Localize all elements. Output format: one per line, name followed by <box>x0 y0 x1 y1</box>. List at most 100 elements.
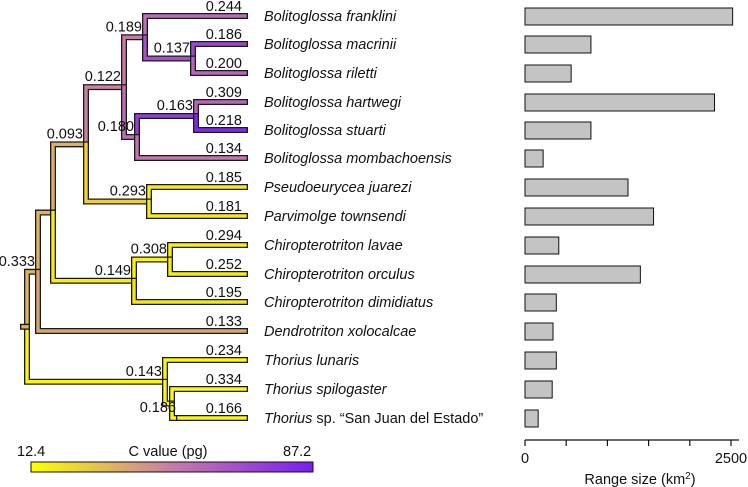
tip-label-0: 0.244 <box>206 0 242 15</box>
range-bar-4 <box>524 121 592 140</box>
species-name-7: Parvimolge townsendi <box>264 209 407 225</box>
node-label-2: 0.122 <box>85 69 121 85</box>
species-name-10: Chiropterotriton dimidiatus <box>264 295 433 311</box>
branch-9 <box>122 85 139 139</box>
x-axis-label: Range size (km2) <box>584 471 695 487</box>
node-label-5: 0.180 <box>98 119 134 135</box>
tip-label-7: 0.181 <box>206 199 242 215</box>
species-name-0: Bolitoglossa franklini <box>264 9 397 25</box>
species-name-13: Thorius spilogaster <box>264 382 388 398</box>
branch-20 <box>132 257 172 283</box>
x-tick-label-2500: 2500 <box>715 451 747 467</box>
tree-labels: 0.333 0.093 0.122 0.189 0.137 0.180 0.163 0.293… <box>0 0 242 417</box>
range-bar-3 <box>524 93 716 112</box>
color-scale-bar <box>30 461 314 473</box>
tip-label-12: 0.234 <box>206 343 242 359</box>
branch-17 <box>194 114 247 132</box>
color-scale-max: 87.2 <box>283 444 311 460</box>
branch-26 <box>170 387 247 406</box>
tip-label-3: 0.309 <box>206 85 242 101</box>
range-bar-14 <box>524 409 539 428</box>
branch-13 <box>191 56 247 75</box>
range-bar-11 <box>524 322 554 341</box>
tip-label-1: 0.186 <box>206 27 242 43</box>
species-name-9: Chiropterotriton orculus <box>264 267 415 283</box>
tip-label-2: 0.200 <box>206 56 242 72</box>
branch-18 <box>147 185 247 204</box>
branch-23 <box>168 257 247 276</box>
branch-2 <box>36 210 55 274</box>
species-name-11: Dendrotriton xolocalcae <box>264 324 416 340</box>
node-label-8: 0.149 <box>95 263 131 279</box>
tip-label-8: 0.294 <box>206 228 242 244</box>
node-label-11: 0.186 <box>140 400 176 416</box>
range-bar-12 <box>524 351 557 370</box>
branch-outline-6 <box>83 84 127 148</box>
branch-15 <box>135 135 247 160</box>
range-bar-13 <box>524 380 553 399</box>
branch-11 <box>143 35 195 61</box>
color-scale-min: 12.4 <box>17 444 45 460</box>
node-label-6: 0.163 <box>157 98 193 114</box>
range-bar-0 <box>524 7 734 26</box>
node-label-0: 0.333 <box>0 254 35 270</box>
tip-label-9: 0.252 <box>206 257 242 273</box>
range-bar-9 <box>524 265 641 284</box>
species-name-5: Bolitoglossa mombachoensis <box>264 151 452 167</box>
node-label-3: 0.189 <box>106 19 142 35</box>
branch-outline-4 <box>50 141 89 216</box>
species-name-1: Bolitoglossa macrinii <box>264 37 397 53</box>
branch-16 <box>194 100 247 118</box>
branch-3 <box>36 270 247 333</box>
species-name-14: Thorius sp. “San Juan del Estado” <box>264 411 483 427</box>
tip-label-4: 0.218 <box>206 113 242 129</box>
species-name-6: Pseudoeurycea juarezi <box>264 180 412 196</box>
node-label-7: 0.293 <box>110 184 146 200</box>
x-axis: 0 2500 Range size (km2) <box>521 439 747 487</box>
branch-8 <box>122 35 147 89</box>
range-bar-6 <box>524 178 629 197</box>
color-scale-title: C value (pg) <box>129 444 208 460</box>
range-bar-5 <box>524 149 544 168</box>
range-bar-2 <box>524 64 572 83</box>
branch-21 <box>132 279 247 304</box>
node-label-9: 0.308 <box>131 242 167 258</box>
range-bar-7 <box>524 207 655 226</box>
range-size-bars <box>524 7 734 428</box>
branch-1 <box>25 325 167 384</box>
species-name-8: Chiropterotriton lavae <box>264 238 403 254</box>
tip-label-10: 0.195 <box>206 285 242 301</box>
species-labels: Bolitoglossa franklini Bolitoglossa macri… <box>264 9 483 427</box>
branch-5 <box>51 210 136 283</box>
node-label-4: 0.137 <box>154 41 190 57</box>
branch-10 <box>143 14 247 39</box>
node-label-10: 0.143 <box>126 364 162 380</box>
species-name-2: Bolitoglossa riletti <box>264 66 378 82</box>
tip-label-5: 0.134 <box>206 141 242 157</box>
branch-12 <box>191 42 247 61</box>
tip-label-11: 0.133 <box>206 314 242 330</box>
branch-6 <box>84 85 126 147</box>
tip-label-13: 0.334 <box>206 372 242 388</box>
phylogenetic-tree <box>20 13 248 421</box>
branch-outline-20 <box>131 256 173 284</box>
range-bar-8 <box>524 236 560 255</box>
branch-22 <box>168 243 247 262</box>
branch-4 <box>51 142 88 215</box>
species-name-3: Bolitoglossa hartwegi <box>264 95 402 111</box>
branch-24 <box>163 358 247 384</box>
species-name-12: Thorius lunaris <box>264 353 359 369</box>
color-scale: 12.4 C value (pg) 87.2 <box>17 444 314 473</box>
range-bar-1 <box>524 35 592 54</box>
branch-0 <box>25 270 40 329</box>
range-bar-10 <box>524 293 557 312</box>
x-tick-label-0: 0 <box>521 451 529 467</box>
species-name-4: Bolitoglossa stuarti <box>264 123 386 139</box>
branch-outline-8 <box>121 34 148 91</box>
branch-7 <box>84 142 151 204</box>
node-label-1: 0.093 <box>47 126 83 142</box>
branch-19 <box>147 199 247 218</box>
branch-outline-14 <box>134 113 199 140</box>
branch-14 <box>135 114 198 139</box>
tip-label-14: 0.166 <box>206 401 242 417</box>
